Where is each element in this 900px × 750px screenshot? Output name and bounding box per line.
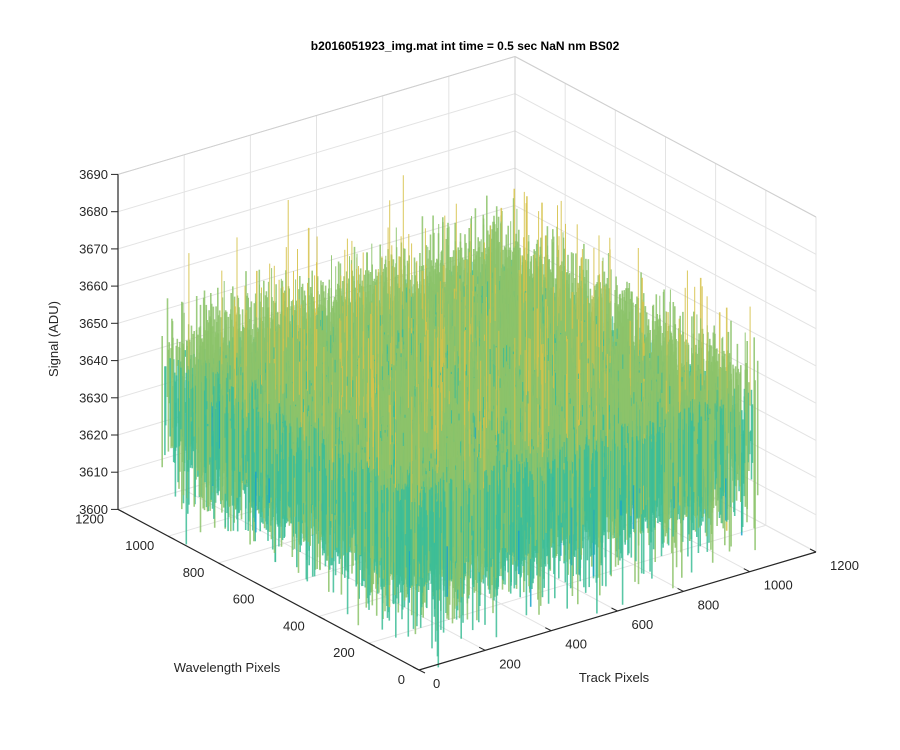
box-edge — [514, 56, 817, 218]
box-edge — [117, 56, 516, 175]
surface-layer — [161, 175, 759, 668]
